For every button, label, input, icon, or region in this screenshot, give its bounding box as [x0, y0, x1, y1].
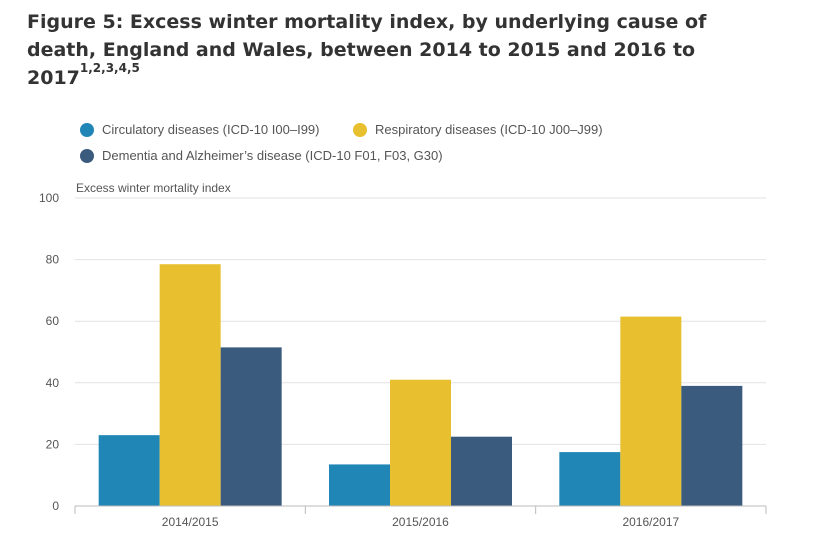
legend-item-respiratory[interactable]: Respiratory diseases (ICD-10 J00–J99): [353, 122, 603, 137]
y-axis-label: Excess winter mortality index: [76, 181, 231, 195]
bar-circulatory[interactable]: [559, 452, 621, 506]
legend-item-dementia[interactable]: Dementia and Alzheimer’s disease (ICD-10…: [80, 148, 443, 163]
y-tick-label: 60: [46, 314, 60, 328]
chart-title: Figure 5: Excess winter mortality index,…: [27, 11, 707, 89]
y-tick-label: 80: [46, 253, 60, 267]
y-tick-label: 100: [39, 191, 59, 205]
x-tick-label: 2016/2017: [622, 515, 679, 529]
y-tick-label: 40: [46, 376, 60, 390]
bar-circulatory[interactable]: [329, 464, 390, 506]
bar-respiratory[interactable]: [159, 264, 221, 506]
legend-label-circulatory: Circulatory diseases (ICD-10 I00–I99): [102, 122, 320, 137]
bar-dementia[interactable]: [681, 385, 743, 506]
bar-dementia[interactable]: [220, 347, 282, 506]
bar-respiratory[interactable]: [620, 316, 682, 506]
x-tick-label: 2015/2016: [392, 515, 449, 529]
legend-label-respiratory: Respiratory diseases (ICD-10 J00–J99): [375, 122, 603, 137]
y-tick-label: 0: [52, 499, 59, 513]
legend-swatch-dementia: [80, 148, 94, 163]
title-footnote-refs: 1,2,3,4,5: [79, 61, 140, 75]
bar-circulatory[interactable]: [98, 435, 160, 506]
legend-swatch-respiratory: [353, 122, 367, 137]
x-tick-label: 2014/2015: [162, 515, 219, 529]
legend-swatch-circulatory: [80, 122, 94, 137]
bar-respiratory[interactable]: [390, 379, 451, 506]
y-tick-label: 20: [46, 437, 60, 451]
bar-dementia[interactable]: [451, 436, 512, 506]
legend-label-dementia: Dementia and Alzheimer’s disease (ICD-10…: [102, 148, 443, 163]
legend-item-circulatory[interactable]: Circulatory diseases (ICD-10 I00–I99): [80, 122, 319, 137]
